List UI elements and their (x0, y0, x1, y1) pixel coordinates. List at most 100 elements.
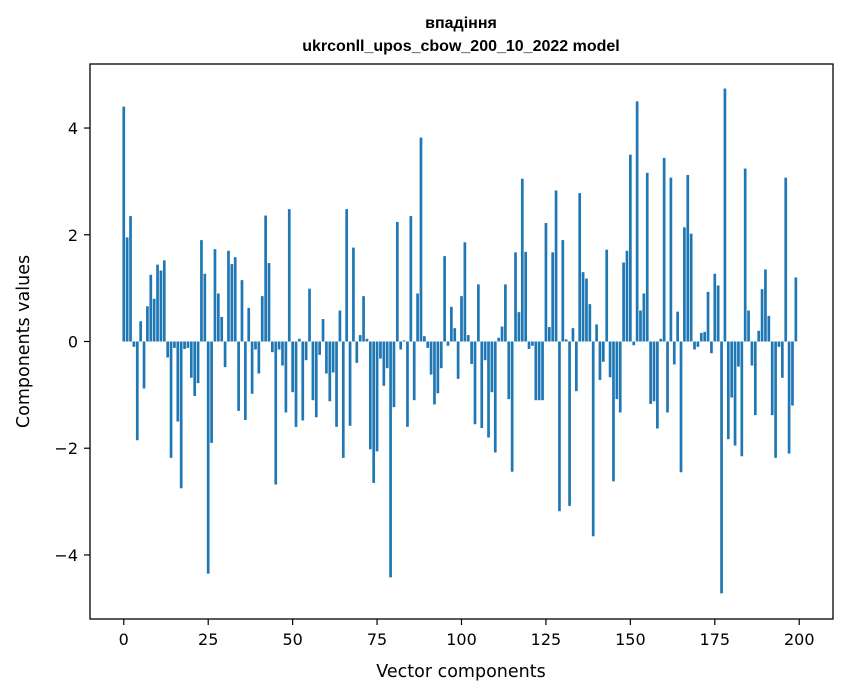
bar (554, 190, 558, 342)
x-tick-label: 50 (282, 630, 302, 649)
y-tick-label: 0 (68, 333, 78, 352)
bar (233, 257, 237, 342)
x-axis-label: Vector components (376, 662, 545, 682)
bar (625, 250, 629, 342)
bar (389, 341, 392, 578)
bar (277, 341, 281, 350)
bar (706, 291, 710, 342)
bar (537, 341, 541, 401)
bar (125, 237, 129, 342)
bar (237, 341, 240, 411)
bar (230, 264, 234, 342)
bar (561, 240, 565, 342)
bar (585, 278, 588, 342)
bar (740, 341, 744, 457)
bar (193, 341, 197, 396)
bar (480, 341, 484, 428)
bar (473, 341, 477, 425)
bar (730, 341, 734, 398)
bar (547, 327, 551, 342)
y-tick-label: −2 (54, 439, 78, 458)
bar (743, 168, 747, 342)
bar (595, 324, 598, 342)
bar (429, 341, 433, 375)
bar (750, 341, 754, 366)
bar (656, 341, 659, 429)
bar (608, 341, 612, 378)
bar (676, 311, 679, 342)
bar (399, 341, 403, 350)
bar (247, 307, 251, 342)
bar (254, 341, 257, 350)
bar (260, 296, 264, 342)
bar (419, 137, 423, 342)
y-tick-label: −4 (54, 546, 78, 565)
bar (571, 328, 575, 342)
bar (267, 263, 271, 342)
bar (331, 341, 335, 373)
bar (544, 223, 548, 342)
bar (220, 316, 224, 342)
bar (423, 336, 426, 342)
bar (382, 341, 386, 386)
bar (450, 306, 453, 342)
bar (747, 310, 750, 342)
bar (784, 177, 788, 342)
bar (439, 341, 443, 369)
bar (791, 341, 794, 406)
bar (271, 341, 274, 353)
bar (662, 157, 666, 342)
bar (159, 270, 163, 342)
bar (710, 341, 713, 354)
y-tick-label: 2 (68, 226, 78, 245)
bar (298, 338, 301, 342)
bar (362, 296, 365, 342)
x-tick-label: 100 (446, 630, 477, 649)
bar (780, 341, 784, 378)
bar (507, 341, 511, 400)
bar (493, 341, 497, 453)
bar (774, 341, 777, 458)
chart-title: впадіння (425, 15, 497, 32)
bar (635, 101, 639, 342)
bar (520, 178, 524, 342)
bar (703, 331, 707, 342)
bar (314, 341, 318, 418)
bar (142, 341, 146, 389)
bar (321, 319, 325, 342)
bar (514, 252, 517, 342)
bar (669, 177, 673, 342)
bar (358, 335, 362, 342)
bar (598, 341, 602, 380)
bar (395, 221, 399, 342)
y-tick-label: 4 (68, 119, 78, 138)
bar (764, 269, 767, 342)
bar (196, 341, 200, 384)
bar (227, 250, 230, 342)
bar (162, 260, 166, 342)
bar (189, 341, 193, 378)
bar (446, 341, 450, 346)
y-axis-ticks: −4 −2 0 2 4 (54, 119, 90, 565)
bar (517, 312, 521, 342)
bar (645, 172, 649, 342)
bar (686, 175, 690, 342)
bar (568, 341, 571, 506)
bar (409, 216, 413, 342)
bar (470, 341, 473, 364)
bar (183, 341, 186, 349)
bar (453, 328, 457, 342)
bar (284, 341, 288, 413)
bar (287, 209, 291, 342)
bar (179, 341, 183, 489)
bar (213, 249, 217, 342)
bar (206, 341, 210, 574)
bar (578, 193, 582, 342)
bar (463, 242, 467, 342)
bar (713, 273, 717, 342)
bar (652, 341, 656, 402)
bar (524, 251, 528, 342)
bar (679, 341, 683, 473)
